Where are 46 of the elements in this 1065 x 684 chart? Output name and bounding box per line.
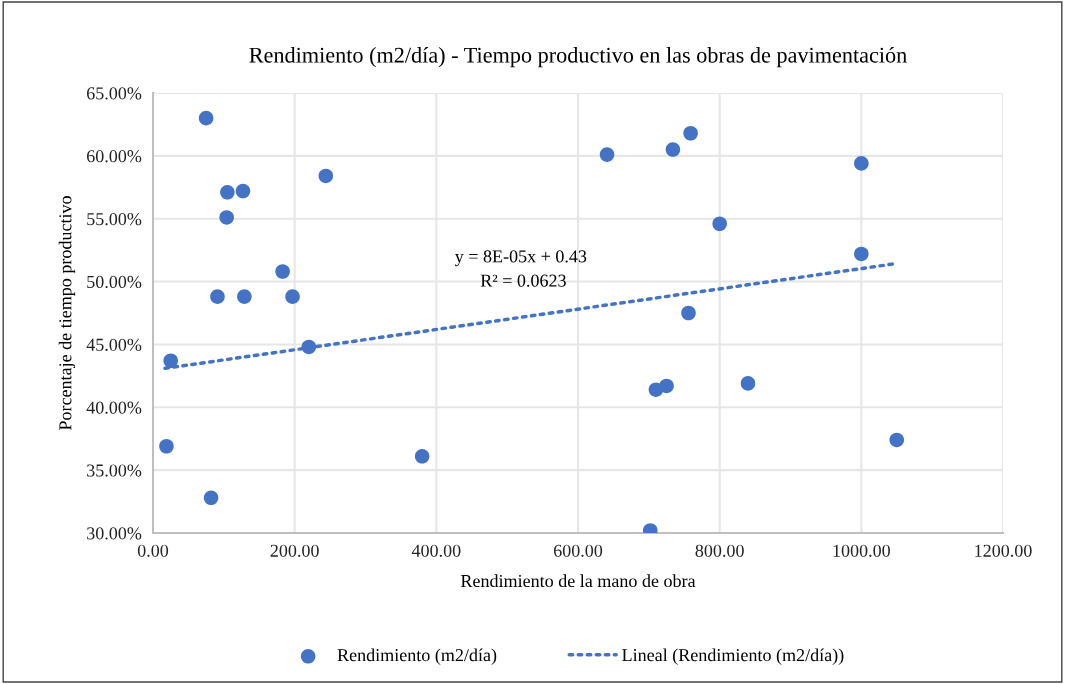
y-tick-label: 60.00% xyxy=(87,150,142,163)
point xyxy=(659,378,674,394)
point xyxy=(318,168,334,184)
point xyxy=(301,339,317,355)
y-tick-label: 35.00% xyxy=(87,464,142,477)
x-tick-label: 800.00 xyxy=(695,544,744,557)
point xyxy=(285,289,300,304)
point xyxy=(275,264,290,279)
chart-title: Rendimiento (m2/día) - Tiempo productivo en las obras de pavimentación xyxy=(249,46,907,68)
point xyxy=(665,142,681,157)
x-tick-label: 1000.00 xyxy=(833,544,890,557)
point xyxy=(683,125,698,141)
point xyxy=(889,432,905,448)
x-axis-title: Rendimiento de la mano de obra xyxy=(460,574,696,588)
point xyxy=(235,183,251,199)
legend-label: Lineal (Rendimiento (m2/día)) xyxy=(622,648,844,665)
point xyxy=(740,376,756,391)
point xyxy=(198,110,214,126)
annotation: R² = 0.0623 xyxy=(480,274,566,287)
y-tick-label: 45.00% xyxy=(86,338,142,351)
point xyxy=(159,438,174,454)
point xyxy=(599,147,615,162)
point xyxy=(210,289,225,304)
y-tick-label: 50.00% xyxy=(87,275,142,289)
point xyxy=(681,305,696,321)
legend-label: Rendimiento (m2/día) xyxy=(337,648,497,665)
y-tick-label: 65.00% xyxy=(87,87,142,100)
y-axis-title: Porcentaje de tiempo productivo xyxy=(58,196,76,431)
point xyxy=(237,289,252,304)
point xyxy=(712,216,727,232)
x-tick-label: 1200.00 xyxy=(975,544,1032,557)
annotation: y = 8E-05x + 0.43 xyxy=(454,250,587,267)
point xyxy=(163,353,178,369)
point xyxy=(220,185,235,200)
point xyxy=(854,246,869,262)
x-tick-label: 0.00 xyxy=(137,544,169,557)
point xyxy=(854,156,869,171)
y-tick-label: 30.00% xyxy=(87,527,142,540)
x-tick-label: 600.00 xyxy=(553,544,603,557)
x-tick-label: 400.00 xyxy=(411,544,461,557)
y-tick-label: 55.00% xyxy=(87,212,142,226)
point xyxy=(414,449,430,464)
point xyxy=(219,210,234,225)
point xyxy=(203,490,219,506)
x-tick-label: 200.00 xyxy=(270,544,319,557)
y-tick-label: 40.00% xyxy=(86,401,142,414)
